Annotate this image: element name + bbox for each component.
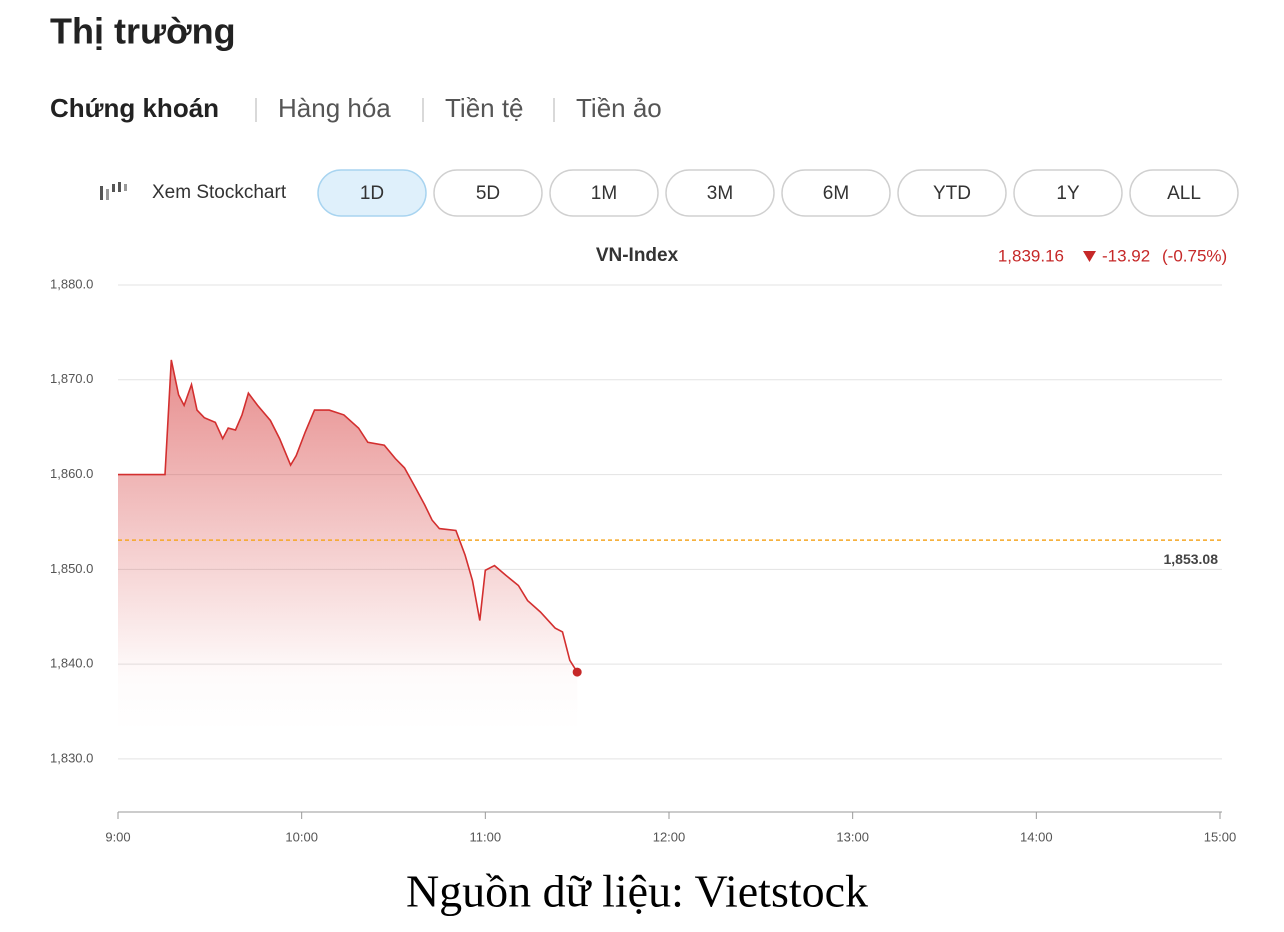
quote-change: -13.92 [1102, 246, 1150, 265]
reference-label: 1,853.08 [1164, 551, 1219, 567]
range-button-label[interactable]: 5D [476, 183, 500, 204]
tab[interactable]: Chứng khoán [50, 93, 219, 123]
range-button-label[interactable]: 6M [823, 183, 849, 204]
x-tick-label: 15:00 [1204, 829, 1237, 844]
x-tick-label: 14:00 [1020, 829, 1053, 844]
y-tick-label: 1,860.0 [50, 466, 93, 481]
x-tick-label: 11:00 [470, 829, 502, 844]
last-point [572, 667, 582, 677]
price-line [118, 359, 578, 673]
range-button-label[interactable]: 1Y [1056, 183, 1080, 204]
range-button[interactable] [1129, 169, 1239, 217]
range-button[interactable] [665, 169, 775, 217]
y-tick-label: 1,880.0 [50, 276, 93, 291]
tab[interactable]: Tiền ảo [576, 93, 662, 123]
stockchart-link[interactable]: Xem Stockchart [152, 182, 287, 203]
plot: 1,830.0 1,840.0 1,850.0 1,860.0 1,870.0 1,880… [50, 276, 1236, 844]
y-tick-label: 1,840.0 [50, 656, 93, 671]
range-button[interactable] [1013, 169, 1123, 217]
tab[interactable]: Tiền tệ [445, 93, 524, 123]
page-title: Thị trường [50, 11, 236, 52]
down-arrow [1083, 251, 1096, 262]
range-button[interactable] [549, 169, 659, 217]
range-button-label[interactable]: YTD [933, 183, 971, 204]
range-button-label[interactable]: 1D [360, 183, 384, 204]
range-button[interactable] [317, 169, 427, 217]
range-button[interactable] [897, 169, 1007, 217]
range-button-label[interactable]: ALL [1167, 183, 1201, 204]
range-button-label[interactable]: 3M [707, 183, 733, 204]
stockchart-icon [100, 182, 127, 200]
y-tick-label: 1,850.0 [50, 561, 93, 576]
tab[interactable]: Hàng hóa [278, 93, 391, 123]
quote-change-pct: (-0.75%) [1162, 246, 1227, 265]
y-tick-label: 1,870.0 [50, 371, 93, 386]
x-tick-label: 9:00 [105, 829, 130, 844]
x-tick-label: 13:00 [836, 829, 869, 844]
caption: Nguồn dữ liệu: Vietstock [406, 866, 868, 917]
area [118, 359, 578, 732]
x-tick-label: 12:00 [653, 829, 686, 844]
tab-bar: Chứng khoán Hàng hóa Tiền tệ Tiền ảo [50, 93, 662, 123]
range-button[interactable] [433, 169, 543, 217]
y-tick-label: 1,830.0 [50, 750, 93, 765]
quote-price: 1,839.16 [998, 246, 1064, 265]
range-button[interactable] [781, 169, 891, 217]
chart-title: VN-Index [596, 245, 679, 266]
range-button-label[interactable]: 1M [591, 183, 617, 204]
x-tick-label: 10:00 [285, 829, 318, 844]
range-buttons: 1D 5D 1M 3M 6M YTD 1Y ALL [317, 169, 1239, 217]
